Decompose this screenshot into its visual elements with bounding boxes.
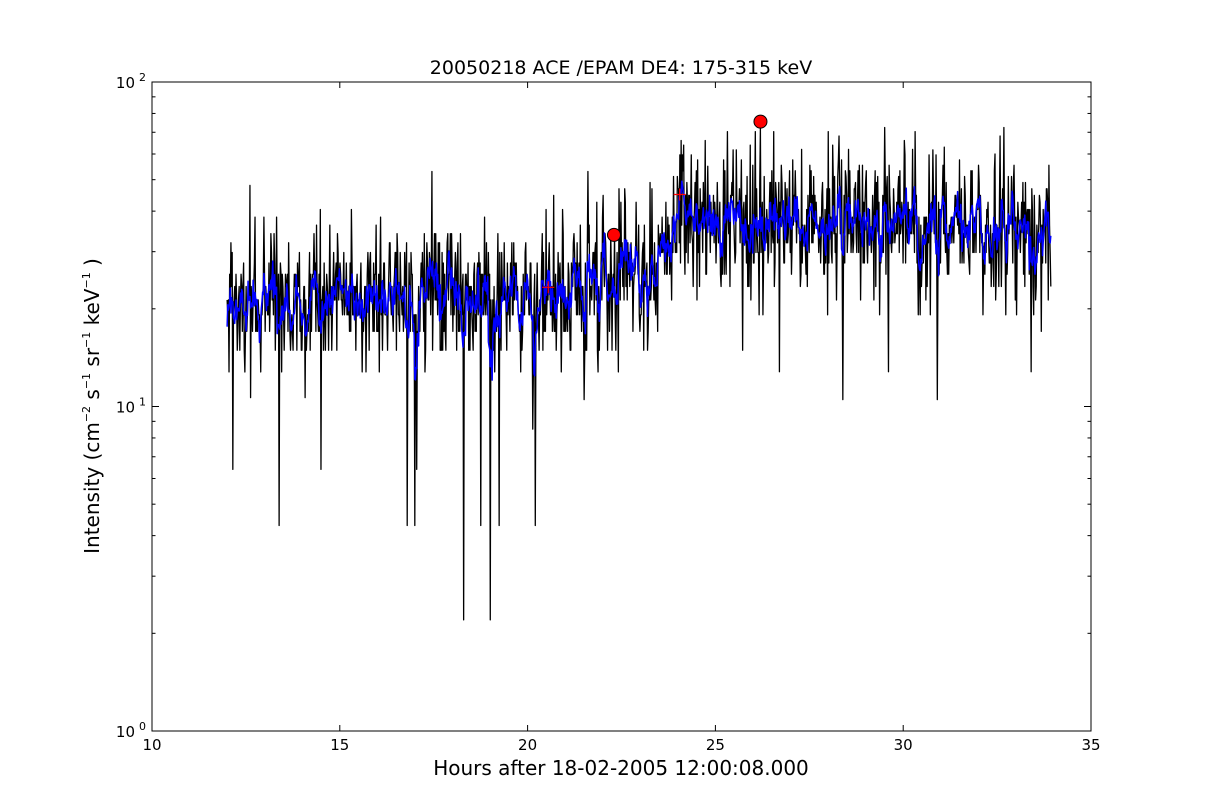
y-label-kev: keV [80,288,104,332]
tick-layer [151,81,1092,732]
y-label-suffix: ) [80,258,104,272]
x-tick-label: 20 [518,736,537,754]
y-tick-label-exponent: 0 [139,720,146,733]
peak-marker-circle [606,227,621,242]
onset-marker-plus [673,188,686,201]
y-tick-label-exponent: 2 [139,71,146,84]
x-tick-label: 25 [706,736,725,754]
onset-marker-plus [542,281,555,294]
y-label-sr: sr [80,347,104,373]
y-axis-label: Intensity (cm−2 s−1 sr−1 keV−1 ) [80,258,104,554]
chart-title: 20050218 ACE /EPAM DE4: 175-315 keV [430,57,812,79]
y-label-exp-s: −1 [80,373,93,389]
x-tick-label: 10 [142,736,161,754]
y-tick-label: 10 [116,399,135,417]
x-tick-label: 30 [894,736,913,754]
y-label-exp-kev: −1 [80,272,93,288]
x-tick-labels: 10 15 20 25 30 35 [142,736,1100,754]
peak-marker-circle [753,114,768,129]
y-tick-labels: 10 0 10 1 10 2 [116,71,146,741]
y-label-exp-sr: −1 [80,332,93,348]
y-label-s: s [80,389,104,406]
series-layer [226,126,1052,621]
y-label-prefix: Intensity (cm [80,422,104,554]
y-tick-label: 10 [116,723,135,741]
y-label-exp-cm: −2 [80,406,93,422]
x-tick-label: 35 [1081,736,1100,754]
x-axis-label: Hours after 18-02-2005 12:00:08.000 [433,756,809,780]
y-tick-label: 10 [116,74,135,92]
marker-layer [542,114,768,294]
x-tick-label: 15 [330,736,349,754]
smoothed-intensity-line [226,180,1052,381]
plot-area [226,114,1052,621]
y-tick-label-exponent: 1 [139,396,146,409]
